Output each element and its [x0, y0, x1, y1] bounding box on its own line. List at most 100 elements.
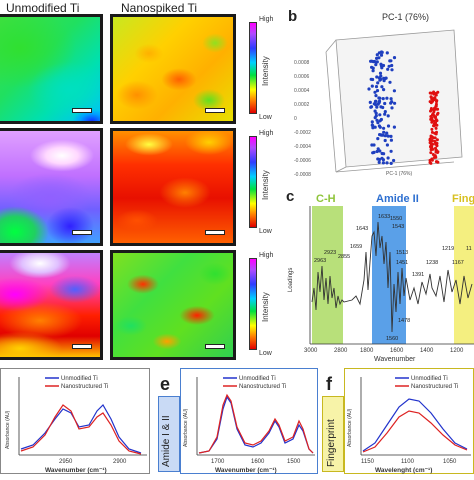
header-unmodified-ti: Unmodified Ti	[6, 1, 80, 15]
panel-f-xtick-1100: 1100	[401, 459, 415, 465]
peak-1478: 1478	[398, 318, 410, 324]
panel-c-plot: C-H Amide II Finger Loadings Wavenumber …	[288, 193, 474, 363]
panel-b-tick-1: 0.0008	[294, 60, 310, 66]
region-amide-label: Amide II	[376, 193, 419, 205]
scatter-point-red	[430, 158, 434, 162]
scatter-point-blue	[382, 88, 386, 92]
scatter-point-blue	[376, 147, 380, 151]
scatter-point-red	[429, 136, 433, 139]
scatter-point-red	[436, 151, 440, 154]
panel-b-tick-7: -0.0004	[294, 144, 311, 150]
scatter-point-red	[434, 148, 438, 152]
panel-c-spectrum	[311, 221, 473, 333]
panel-c-letter: c	[286, 188, 295, 205]
colorbar-row1	[249, 22, 257, 114]
scatter-point-red	[428, 161, 432, 164]
region-ch	[312, 206, 343, 344]
scatter-point-blue	[371, 77, 375, 82]
panel-d-legend-1: Unmodified Ti	[61, 376, 98, 382]
panel-f-letter: f	[326, 374, 332, 394]
panel-d-ylabel: Absorbance (AU)	[5, 410, 11, 449]
panel-d: Unmodified Ti Nanostructured Ti Absorban…	[0, 368, 150, 474]
scatter-point-blue	[378, 113, 382, 117]
scatter-point-blue	[389, 138, 393, 142]
peak-1543: 1543	[392, 224, 404, 230]
scatter-point-red	[435, 138, 439, 142]
scatter-point-blue	[375, 56, 379, 61]
panel-e-xlabel: Wavenumber (cm⁻¹)	[215, 467, 277, 474]
scatter-point-red	[435, 119, 439, 123]
colorbar-row1-low: Low	[259, 114, 272, 121]
scatter-point-blue	[382, 126, 386, 130]
scatter-point-red	[429, 109, 432, 113]
scatter-point-red	[436, 160, 440, 164]
scatter-point-blue	[390, 106, 394, 110]
panel-c-xtick-1800: 1800	[360, 348, 374, 354]
scatter-point-blue	[380, 66, 384, 70]
scatter-point-blue	[380, 50, 384, 54]
colorbar-row2	[249, 136, 257, 228]
scatter-point-blue	[383, 134, 387, 138]
panel-c-xtick-1600: 1600	[390, 348, 404, 354]
scatter-point-blue	[378, 119, 382, 123]
scatter-point-blue	[374, 85, 379, 89]
scatter-point-blue	[392, 89, 396, 93]
panel-e-series-unmodified	[198, 395, 314, 454]
scatter-point-blue	[388, 80, 392, 84]
scatter-point-red	[434, 131, 438, 135]
panel-f-legend-1: Unmodified Ti	[411, 376, 448, 382]
peak-2923: 2923	[324, 250, 336, 256]
scatter-point-red	[435, 112, 439, 116]
panel-b-tick-8: -0.0006	[294, 158, 311, 164]
region-finger-label: Finger	[452, 193, 474, 205]
scatter-point-blue	[378, 71, 383, 75]
peak-1659: 1659	[350, 244, 362, 250]
colorbar-row3-title: Intensity	[261, 292, 270, 322]
scatter-point-red	[429, 115, 433, 118]
scatter-point-blue	[376, 121, 380, 125]
colorbar-row2-high: High	[259, 130, 274, 137]
scatter-point-red	[430, 130, 434, 134]
scatter-point-blue	[392, 56, 397, 60]
panel-b-blue-cluster	[367, 50, 397, 165]
region-ch-label: C-H	[316, 193, 336, 205]
scatter-point-blue	[383, 138, 387, 143]
scatter-point-blue	[371, 66, 375, 70]
scatter-point-blue	[383, 101, 387, 106]
panel-b-ticks: 0.0008 0.0006 0.0004 0.0002 0 -0.0002 -0…	[294, 60, 311, 178]
scatter-point-blue	[367, 87, 371, 91]
scatter-point-red	[428, 158, 432, 162]
panel-d-xtick-2900: 2900	[113, 459, 127, 465]
peak-1167: 1167	[452, 260, 464, 266]
panel-b-tick-2: 0.0006	[294, 74, 310, 80]
panel-c-xlabel: Wavenumber	[374, 356, 416, 363]
scatter-point-blue	[382, 130, 386, 134]
scatter-point-blue	[381, 105, 385, 110]
panel-d-legend-2: Nanostructured Ti	[61, 384, 108, 390]
scatter-point-blue	[381, 97, 385, 101]
scatter-point-blue	[375, 149, 379, 154]
scatter-point-blue	[376, 102, 380, 106]
scatter-point-blue	[378, 149, 382, 153]
scatter-point-blue	[386, 124, 391, 128]
panel-e-ylabel: Absorbance (AU)	[183, 408, 189, 447]
peak-11: 11	[466, 246, 472, 252]
panel-b-red-cluster	[428, 90, 440, 165]
panel-f-ylabel: Absorbance (AU)	[347, 408, 353, 447]
scatter-point-blue	[378, 78, 382, 82]
scatter-point-red	[435, 100, 438, 104]
peak-2963: 2963	[314, 258, 326, 264]
scatter-point-blue	[386, 114, 390, 118]
panel-f-side-label: Fingerprint	[326, 419, 337, 467]
panel-b-tick-9: -0.0008	[294, 172, 311, 178]
scatter-point-blue	[374, 60, 378, 64]
scatter-point-blue	[382, 152, 386, 156]
colorbar-row3-high: High	[259, 252, 274, 259]
scatter-point-red	[429, 143, 433, 147]
scatter-point-red	[434, 155, 438, 159]
scatter-point-blue	[370, 123, 374, 127]
panel-d-series-unmodified	[20, 404, 142, 454]
panel-e-legend-1: Unmodified Ti	[239, 376, 276, 382]
scatter-point-blue	[373, 109, 377, 113]
scatter-point-blue	[390, 63, 394, 68]
